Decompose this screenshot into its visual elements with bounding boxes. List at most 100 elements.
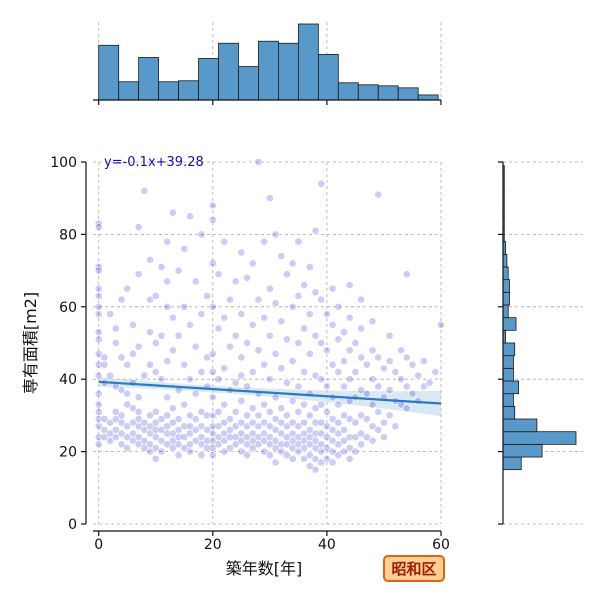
scatter-point (265, 407, 274, 416)
scatter-point (368, 436, 377, 445)
scatter-point (186, 375, 194, 384)
scatter-point (111, 415, 120, 423)
top-histogram-bar (158, 81, 179, 101)
scatter-point (311, 226, 320, 235)
scatter-point (157, 331, 166, 340)
y-tick-label: 0 (68, 517, 77, 533)
scatter-point (397, 375, 405, 384)
y-axis-title: 専有面積[m2] (21, 292, 40, 394)
scatter-point (323, 382, 331, 391)
scatter-point (317, 375, 326, 384)
scatter-point (157, 263, 166, 271)
scatter-point (351, 418, 360, 427)
right-histogram-bar (502, 431, 577, 445)
scatter-point (208, 349, 217, 358)
scatter-point (294, 447, 303, 456)
scatter-point (134, 422, 143, 431)
scatter-point (254, 440, 263, 449)
scatter-point (328, 415, 337, 423)
x-axis-ticks: 0 20 40 60 (94, 531, 450, 553)
scatter-point (220, 447, 229, 456)
scatter-point (151, 454, 160, 463)
scatter-point (317, 458, 326, 467)
scatter-point (163, 237, 172, 246)
scatter-point (345, 433, 354, 442)
scatter-point (283, 440, 291, 449)
regression-equation: y=-0.1x+39.28 (104, 155, 204, 170)
scatter-point (374, 425, 383, 434)
scatter-point (254, 158, 263, 166)
scatter-point (345, 454, 354, 463)
scatter-point (168, 404, 177, 413)
scatter-point (94, 266, 103, 275)
scatter-point (419, 357, 428, 365)
scatter-point (214, 440, 223, 449)
scatter-point (294, 237, 303, 246)
scatter-point (186, 212, 194, 221)
x-tick-label: 40 (318, 537, 336, 553)
scatter-point (94, 360, 103, 369)
scatter-point (94, 310, 103, 318)
scatter-point (208, 393, 217, 402)
scatter-point (174, 440, 183, 449)
scatter-point (168, 418, 177, 427)
scatter-point (243, 440, 251, 449)
scatter-point (260, 418, 269, 427)
scatter-point (129, 320, 137, 329)
y-tick-label: 80 (59, 227, 77, 243)
scatter-point (368, 400, 377, 409)
scatter-point (117, 411, 126, 420)
scatter-point (254, 411, 263, 420)
scatter-point (197, 368, 206, 376)
scatter-point (248, 404, 257, 413)
scatter-point (163, 429, 172, 438)
scatter-point (208, 259, 217, 268)
scatter-point (111, 324, 120, 333)
scatter-point (243, 451, 251, 460)
scatter-point (237, 371, 246, 380)
right-histogram (498, 161, 583, 525)
scatter-point (248, 259, 257, 268)
scatter-point (300, 454, 308, 463)
scatter-point (214, 375, 223, 384)
scatter-point (186, 429, 194, 438)
scatter-point (265, 422, 274, 431)
scatter-point (94, 328, 103, 337)
scatter-point (340, 328, 348, 337)
scatter-point (163, 411, 172, 420)
scatter-point (334, 429, 343, 438)
scatter-point (425, 378, 434, 387)
scatter-point (220, 313, 229, 322)
x-tick-label: 60 (432, 537, 450, 553)
scatter-point (231, 407, 240, 416)
scatter-point (271, 230, 280, 239)
scatter-point (260, 313, 269, 322)
y-tick-label: 40 (59, 372, 77, 388)
scatter-point (288, 418, 297, 427)
scatter-point (231, 422, 240, 431)
scatter-point (260, 360, 269, 369)
scatter-point (340, 382, 348, 391)
scatter-point (174, 451, 183, 460)
scatter-point (334, 400, 343, 409)
scatter-point (305, 451, 314, 460)
scatter-point (134, 440, 143, 449)
scatter-point (294, 382, 303, 391)
scatter-point (220, 400, 229, 409)
scatter-point (106, 310, 115, 318)
scatter-point (106, 371, 115, 380)
right-histogram-bar (502, 393, 514, 407)
scatter-point (117, 418, 126, 427)
scatter-point (328, 284, 337, 293)
scatter-point (265, 284, 274, 293)
right-histogram-bar (502, 418, 538, 433)
scatter-point (248, 368, 257, 376)
scatter-point (237, 310, 246, 318)
scatter-point (94, 440, 103, 449)
scatter-point (380, 418, 388, 427)
scatter-point (208, 302, 217, 311)
scatter-point (277, 404, 286, 413)
scatter-point (168, 444, 177, 452)
scatter-point (323, 346, 331, 355)
scatter-point (374, 382, 383, 391)
